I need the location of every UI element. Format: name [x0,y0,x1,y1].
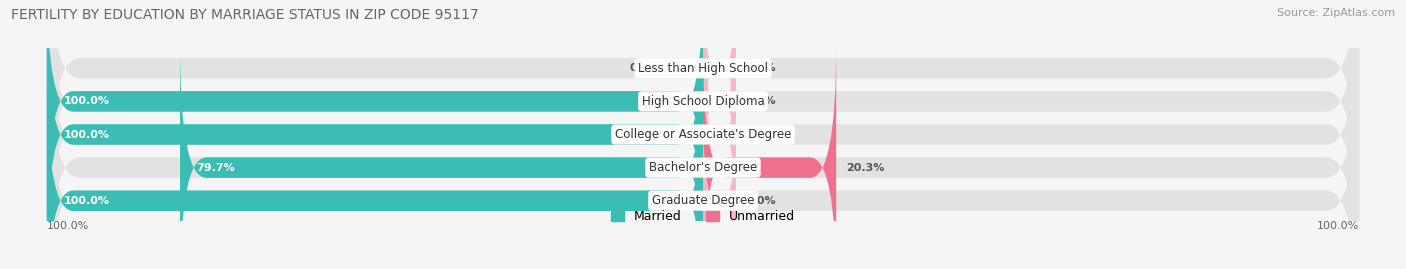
Text: 100.0%: 100.0% [46,221,89,231]
FancyBboxPatch shape [46,12,1360,269]
Text: 100.0%: 100.0% [63,196,110,206]
FancyBboxPatch shape [46,79,703,269]
Legend: Married, Unmarried: Married, Unmarried [606,205,800,228]
FancyBboxPatch shape [46,12,703,257]
Text: 0.0%: 0.0% [745,63,776,73]
FancyBboxPatch shape [46,0,1360,257]
FancyBboxPatch shape [703,112,735,269]
Text: Bachelor's Degree: Bachelor's Degree [650,161,756,174]
Text: College or Associate's Degree: College or Associate's Degree [614,128,792,141]
Text: 79.7%: 79.7% [197,162,235,173]
FancyBboxPatch shape [703,45,735,224]
Text: 100.0%: 100.0% [63,129,110,140]
Text: High School Diploma: High School Diploma [641,95,765,108]
FancyBboxPatch shape [180,45,703,269]
Text: 0.0%: 0.0% [745,196,776,206]
FancyBboxPatch shape [46,0,1360,224]
Text: 20.3%: 20.3% [846,162,884,173]
FancyBboxPatch shape [46,45,1360,269]
Text: Source: ZipAtlas.com: Source: ZipAtlas.com [1277,8,1395,18]
Text: 100.0%: 100.0% [1317,221,1360,231]
Text: 0.0%: 0.0% [630,63,661,73]
Text: 100.0%: 100.0% [63,96,110,107]
Text: Less than High School: Less than High School [638,62,768,75]
Text: 0.0%: 0.0% [745,129,776,140]
FancyBboxPatch shape [46,0,703,224]
Text: Graduate Degree: Graduate Degree [652,194,754,207]
FancyBboxPatch shape [703,12,735,190]
Text: FERTILITY BY EDUCATION BY MARRIAGE STATUS IN ZIP CODE 95117: FERTILITY BY EDUCATION BY MARRIAGE STATU… [11,8,479,22]
FancyBboxPatch shape [46,0,1360,269]
Text: 0.0%: 0.0% [745,96,776,107]
FancyBboxPatch shape [703,45,837,269]
FancyBboxPatch shape [703,0,735,157]
